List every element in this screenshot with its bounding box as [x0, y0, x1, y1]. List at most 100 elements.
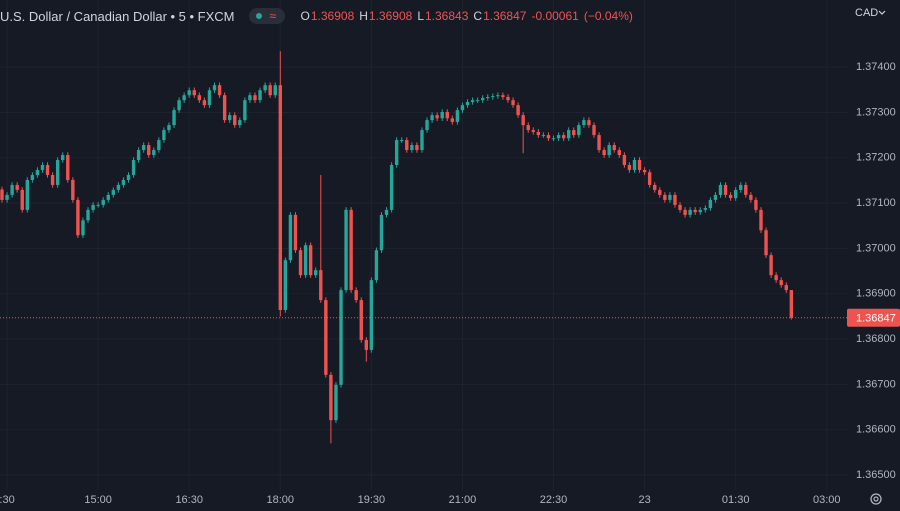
currency-label[interactable]: CAD [855, 7, 878, 19]
candle-body [35, 169, 40, 175]
candle-body [106, 194, 110, 200]
ohlc-letter: C [473, 9, 483, 23]
candle-body [167, 125, 171, 131]
ohlc-value: 1.36847 [483, 9, 527, 23]
candle-body [15, 184, 19, 190]
candle-body [162, 130, 166, 141]
candle-body [177, 100, 181, 111]
candle-body [288, 214, 293, 261]
candle-body [81, 220, 85, 236]
x-tick-label: 03:00 [813, 494, 841, 506]
candle-body [30, 174, 35, 180]
candle-body [268, 85, 272, 96]
candle-body [556, 135, 561, 139]
symbol-title[interactable]: U.S. Dollar / Canadian Dollar • 5 • FXCM [0, 8, 235, 24]
candle-body [460, 105, 465, 111]
candle-body [243, 100, 247, 121]
candle-body [187, 90, 191, 96]
candle-body [10, 184, 14, 195]
candle-body [718, 184, 723, 195]
candle-body [774, 275, 778, 281]
candle-body [749, 194, 753, 200]
candle-body [96, 204, 100, 206]
candle-body [486, 97, 490, 99]
candle-body [470, 100, 475, 102]
candle-body [592, 125, 596, 136]
candle-body [561, 135, 566, 139]
candle-body [698, 209, 702, 213]
status-pill[interactable]: ≈ [248, 8, 285, 24]
y-tick-label: 1.37200 [856, 152, 896, 164]
candle-body [526, 125, 530, 131]
candle-body [55, 160, 60, 185]
candle-body [379, 214, 384, 251]
candle-body [197, 95, 202, 101]
candle-body [764, 230, 768, 256]
candle-body [45, 164, 50, 175]
candle-body [364, 339, 369, 350]
candle-body [400, 140, 404, 142]
candle-body [0, 189, 4, 200]
candle-body [688, 209, 692, 215]
currency-dropdown-arrow[interactable] [878, 10, 886, 15]
y-tick-label: 1.37300 [856, 106, 896, 118]
candle-body [111, 189, 116, 195]
candle-body [334, 384, 338, 421]
candle-body [531, 130, 535, 132]
change-value: -0.00061 [531, 9, 579, 23]
candle-body [131, 160, 136, 175]
candle-body [425, 120, 429, 131]
candle-body [354, 290, 358, 301]
candle-body [298, 250, 303, 276]
candle-body [612, 145, 616, 151]
x-tick-label: 01:30 [722, 494, 750, 506]
y-tick-label: 1.36900 [856, 288, 896, 300]
candle-body [733, 189, 738, 199]
candle-body [455, 110, 460, 122]
candle-body [627, 164, 632, 170]
candle-body [405, 140, 409, 151]
candle-body [324, 300, 328, 375]
candle-body [597, 135, 601, 151]
candle-body [258, 90, 262, 101]
candle-body [233, 115, 237, 126]
x-tick-label: 18:00 [267, 494, 295, 506]
candle-body [40, 164, 45, 170]
candle-body [76, 199, 80, 236]
candle-body [303, 245, 308, 276]
candle-body [147, 145, 151, 156]
candle-body [71, 179, 75, 200]
candle-body [708, 199, 713, 209]
candles [0, 51, 847, 444]
candle-body [253, 95, 257, 101]
candle-body [769, 255, 773, 276]
x-tick-label: 22:30 [540, 494, 568, 506]
y-tick-label: 1.37100 [856, 197, 896, 209]
candle-body [703, 208, 708, 210]
live-dot [255, 13, 262, 19]
settings-icon[interactable] [870, 493, 882, 505]
y-tick-label: 1.36700 [856, 378, 896, 390]
candle-body [663, 194, 667, 200]
ohlc-letter: H [359, 9, 368, 23]
ohlc-value: 1.36908 [310, 9, 355, 23]
candle-body [587, 120, 591, 126]
candle-body [217, 85, 222, 96]
axes: 1.36500 1.36600 1.36700 1.36800 1.36900 1.370… [0, 61, 900, 506]
candle-body [410, 145, 414, 151]
candle-body [369, 280, 374, 350]
candle-body [480, 97, 485, 101]
candle-body [91, 204, 95, 210]
x-tick-label: 15:00 [84, 494, 112, 506]
candle-body [61, 155, 65, 161]
candle-body [501, 95, 505, 98]
candle-body [389, 164, 394, 210]
candle-body [339, 290, 343, 385]
candle-body [683, 209, 687, 215]
candle-body [293, 214, 298, 251]
candle-body [248, 95, 252, 101]
ohlc-value: 1.36843 [425, 9, 469, 23]
